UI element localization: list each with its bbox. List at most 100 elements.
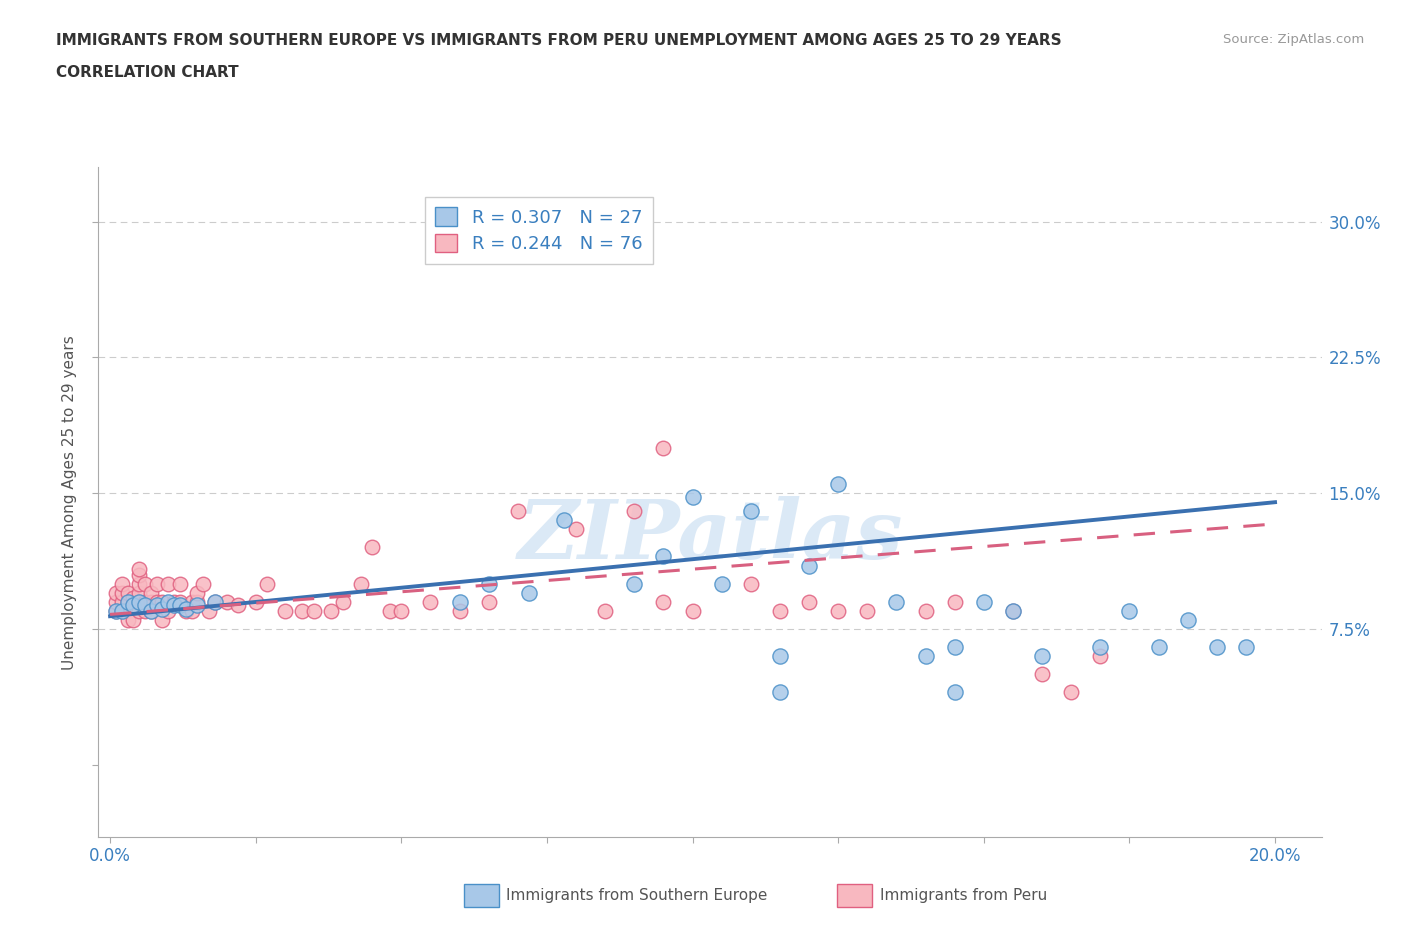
Point [1118, 604, 1140, 618]
Point [478, 577, 501, 591]
Point [152, 602, 174, 617]
Point [332, 594, 354, 609]
Point [973, 594, 995, 609]
Point [769, 604, 792, 618]
Y-axis label: Unemployment Among Ages 25 to 29 years: Unemployment Among Ages 25 to 29 years [62, 335, 77, 670]
Text: IMMIGRANTS FROM SOUTHERN EUROPE VS IMMIGRANTS FROM PERU UNEMPLOYMENT AMONG AGES : IMMIGRANTS FROM SOUTHERN EUROPE VS IMMIG… [56, 33, 1062, 47]
Point [193, 577, 215, 591]
Point [139, 604, 162, 618]
Point [152, 612, 174, 627]
Point [914, 648, 936, 663]
Point [117, 594, 139, 609]
Point [215, 594, 238, 609]
Point [291, 604, 314, 618]
Point [163, 598, 186, 613]
Point [943, 594, 966, 609]
Point [519, 585, 541, 600]
Point [449, 594, 471, 609]
Point [1031, 667, 1053, 682]
Point [1090, 648, 1112, 663]
Point [104, 604, 127, 618]
Point [710, 577, 733, 591]
Point [886, 594, 908, 609]
Point [128, 562, 150, 577]
Point [157, 577, 180, 591]
Point [245, 594, 267, 609]
Point [204, 594, 226, 609]
Point [169, 598, 191, 613]
Legend: R = 0.307   N = 27, R = 0.244   N = 76: R = 0.307 N = 27, R = 0.244 N = 76 [425, 196, 652, 264]
Point [128, 577, 150, 591]
Point [139, 585, 162, 600]
Point [827, 477, 849, 492]
Point [128, 585, 150, 600]
Point [157, 604, 180, 618]
Point [117, 604, 139, 618]
Point [226, 598, 249, 613]
Point [553, 512, 575, 527]
Point [623, 577, 645, 591]
Point [122, 598, 145, 613]
Point [449, 604, 471, 618]
Point [256, 577, 278, 591]
Point [623, 504, 645, 519]
Text: ZIPatlas: ZIPatlas [517, 496, 903, 576]
Point [139, 604, 162, 618]
Point [565, 522, 588, 537]
Point [169, 594, 191, 609]
Point [652, 441, 675, 456]
Point [111, 577, 134, 591]
Point [128, 604, 150, 618]
Point [797, 594, 820, 609]
Point [174, 604, 197, 618]
Point [274, 604, 297, 618]
Text: Immigrants from Southern Europe: Immigrants from Southern Europe [506, 888, 768, 903]
Point [104, 594, 127, 609]
Point [122, 591, 145, 605]
Point [1001, 604, 1024, 618]
Point [1177, 612, 1199, 627]
Point [623, 232, 645, 247]
Point [163, 594, 186, 609]
Point [856, 604, 879, 618]
Text: Source: ZipAtlas.com: Source: ZipAtlas.com [1223, 33, 1364, 46]
Point [740, 504, 762, 519]
Point [145, 598, 167, 613]
Point [117, 612, 139, 627]
Point [128, 594, 150, 609]
Point [128, 594, 150, 609]
Point [111, 594, 134, 609]
Point [134, 604, 156, 618]
Point [652, 549, 675, 564]
Point [117, 594, 139, 609]
Point [1205, 640, 1227, 655]
Point [111, 604, 134, 618]
Point [943, 684, 966, 699]
Point [1031, 648, 1053, 663]
Point [349, 577, 371, 591]
Point [419, 594, 441, 609]
Point [797, 558, 820, 573]
Point [174, 602, 197, 617]
Point [104, 604, 127, 618]
Point [361, 540, 384, 555]
Point [682, 604, 704, 618]
Point [145, 594, 167, 609]
Point [128, 567, 150, 582]
Point [769, 648, 792, 663]
Point [139, 594, 162, 609]
Point [506, 504, 529, 519]
Point [1234, 640, 1257, 655]
Point [914, 604, 936, 618]
Point [943, 640, 966, 655]
Point [478, 594, 501, 609]
Point [1147, 640, 1170, 655]
Point [204, 594, 226, 609]
Point [827, 604, 849, 618]
Point [389, 604, 412, 618]
Point [1001, 604, 1024, 618]
Point [134, 594, 156, 609]
Point [169, 577, 191, 591]
Point [186, 585, 208, 600]
Point [134, 598, 156, 613]
